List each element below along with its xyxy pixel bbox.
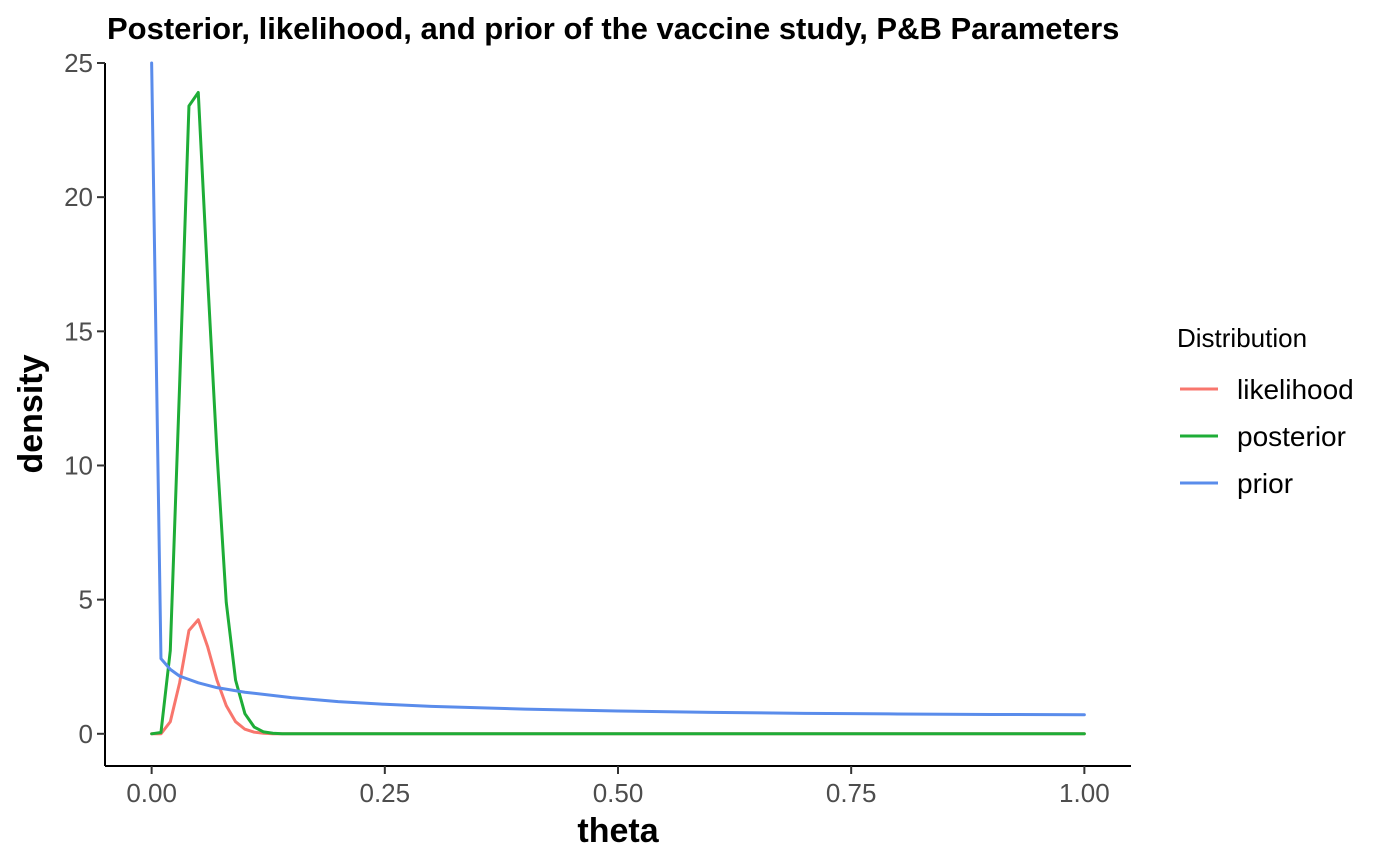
y-axis-title: density	[12, 354, 50, 473]
series-line-prior	[150, 61, 1086, 717]
y-axis-ticks: 0 5 10 15 20 25	[64, 48, 105, 749]
chart-title: Posterior, likelihood, and prior of the …	[107, 11, 1119, 46]
legend-items: likelihood posterior prior	[1180, 374, 1354, 499]
y-tick-label: 15	[64, 316, 93, 346]
y-tick-label: 5	[79, 585, 93, 615]
x-tick-label: 0.25	[360, 778, 411, 808]
x-tick-label: 0.00	[126, 778, 177, 808]
y-tick-label: 0	[79, 719, 93, 749]
x-tick-label: 0.50	[593, 778, 644, 808]
legend-label-likelihood: likelihood	[1237, 374, 1354, 405]
y-tick-label: 20	[64, 182, 93, 212]
x-axis-ticks: 0.00 0.25 0.50 0.75 1.00	[126, 766, 1110, 808]
x-tick-label: 1.00	[1059, 778, 1110, 808]
series-line-likelihood	[150, 618, 1086, 736]
series-layer	[150, 61, 1086, 736]
legend-title: Distribution	[1177, 323, 1307, 353]
y-tick-label: 10	[64, 450, 93, 480]
plot-area: 0.00 0.25 0.50 0.75 1.00 0 5 10 15 20 25	[64, 48, 1131, 808]
legend: Distribution likelihood posterior prior	[1177, 323, 1354, 499]
series-line-posterior	[150, 91, 1086, 736]
x-axis-title: theta	[577, 812, 659, 850]
legend-label-prior: prior	[1237, 468, 1293, 499]
legend-label-posterior: posterior	[1237, 421, 1346, 452]
y-tick-label: 25	[64, 48, 93, 78]
x-tick-label: 0.75	[826, 778, 877, 808]
